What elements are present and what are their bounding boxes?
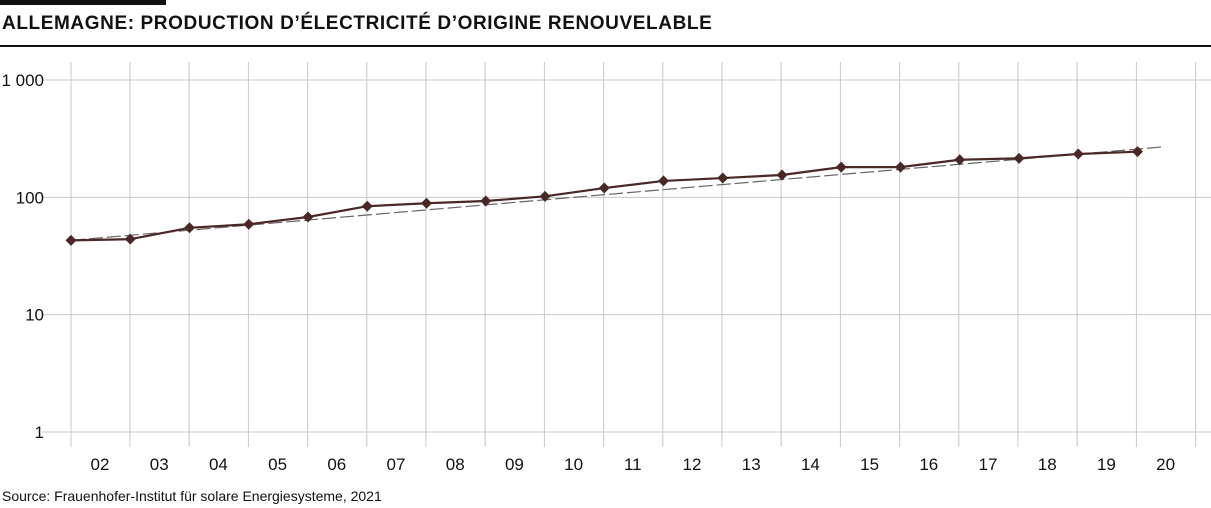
data-point-marker xyxy=(1072,148,1084,160)
data-point-marker xyxy=(835,161,847,173)
data-point-marker xyxy=(361,200,373,212)
top-accent-bar xyxy=(0,0,166,5)
x-tick-label: 06 xyxy=(327,455,346,474)
series-polyline xyxy=(70,150,1138,242)
data-point-marker xyxy=(1132,146,1143,158)
x-tick-label: 03 xyxy=(150,455,169,474)
y-axis-ticks: 1 000 100 10 1 xyxy=(1,71,44,442)
x-tick-label: 13 xyxy=(742,455,761,474)
series-markers xyxy=(65,146,1143,246)
data-point-marker xyxy=(954,154,966,166)
data-point-marker xyxy=(539,190,551,202)
data-point-marker xyxy=(243,218,255,230)
data-point-marker xyxy=(65,234,77,246)
chart-title: ALLEMAGNE: PRODUCTION D’ÉLECTRICITÉ D’OR… xyxy=(2,13,713,34)
data-point-marker xyxy=(776,169,788,181)
data-point-marker xyxy=(480,195,492,207)
x-tick-label: 08 xyxy=(446,455,465,474)
x-tick-label: 15 xyxy=(860,455,879,474)
x-tick-label: 02 xyxy=(91,455,110,474)
x-tick-label: 19 xyxy=(1097,455,1116,474)
x-tick-label: 07 xyxy=(387,455,406,474)
y-tick-label: 10 xyxy=(25,306,44,325)
title-rule xyxy=(0,45,1211,47)
y-tick-label: 100 xyxy=(16,188,44,207)
x-tick-label: 09 xyxy=(505,455,524,474)
x-tick-label: 14 xyxy=(801,455,820,474)
data-point-marker xyxy=(184,222,195,234)
series-line xyxy=(70,150,1138,242)
x-tick-label: 17 xyxy=(979,455,998,474)
y-tick-label: 1 000 xyxy=(1,71,44,90)
x-tick-label: 10 xyxy=(564,455,583,474)
data-point-marker xyxy=(895,161,906,173)
x-axis-ticks: 02 03 04 05 06 07 08 09 10 11 12 13 14 15 16 17 18 19 20 xyxy=(91,455,1176,474)
source-note: Source: Frauenhofer-Institut für solare … xyxy=(2,488,382,504)
x-tick-label: 04 xyxy=(209,455,228,474)
data-point-marker xyxy=(124,233,136,245)
x-tick-label: 20 xyxy=(1156,455,1175,474)
trend-dashed-line xyxy=(70,146,1166,241)
data-point-marker xyxy=(658,175,669,187)
y-tick-label: 1 xyxy=(35,423,44,442)
trend-line xyxy=(70,146,1166,241)
data-point-marker xyxy=(1013,152,1025,164)
x-tick-label: 18 xyxy=(1038,455,1057,474)
x-tick-label: 12 xyxy=(683,455,702,474)
data-point-marker xyxy=(598,182,610,194)
data-point-marker xyxy=(302,211,314,223)
x-tick-label: 16 xyxy=(919,455,938,474)
x-tick-label: 11 xyxy=(624,455,642,474)
data-point-marker xyxy=(421,197,432,209)
grid xyxy=(42,62,1211,447)
x-tick-label: 05 xyxy=(268,455,287,474)
data-point-marker xyxy=(717,172,729,184)
